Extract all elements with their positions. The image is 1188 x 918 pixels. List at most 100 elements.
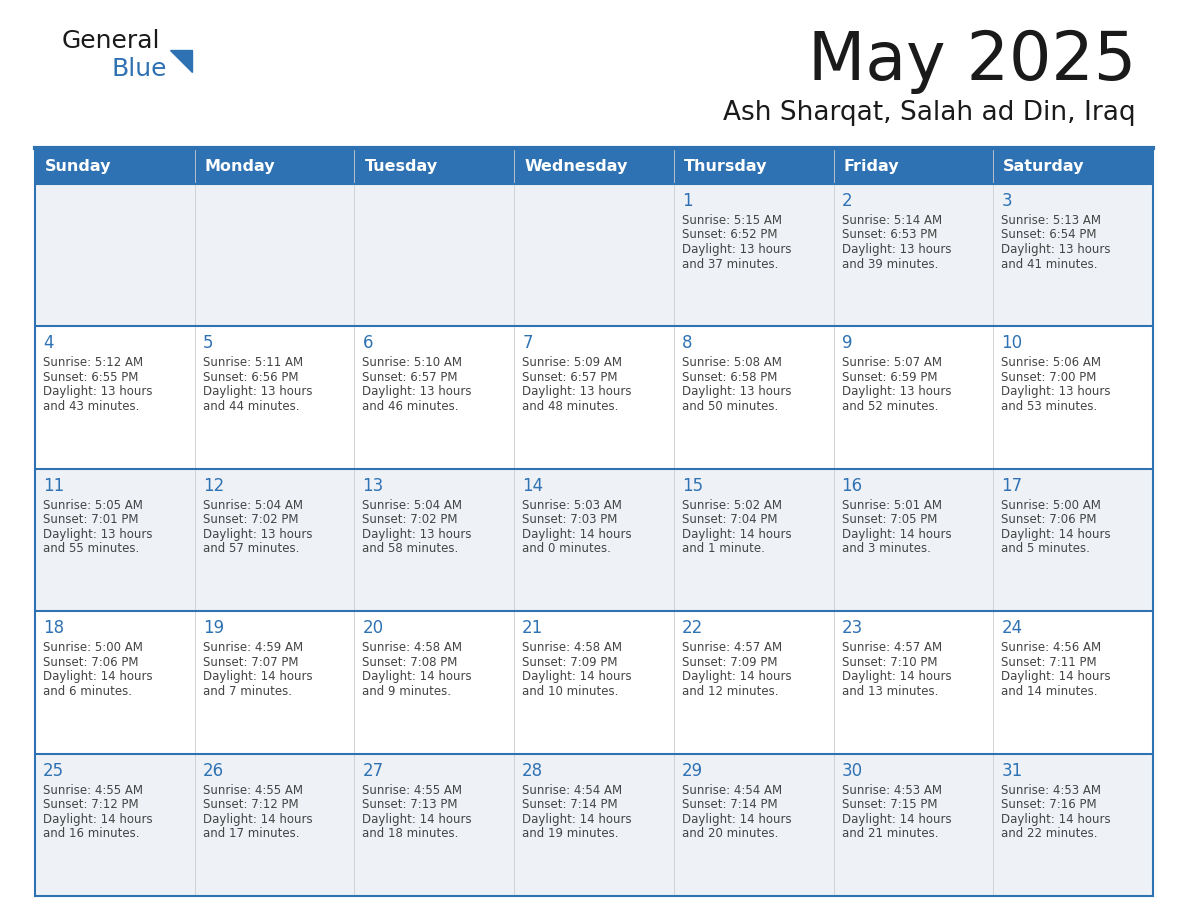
Text: Sunrise: 5:00 AM: Sunrise: 5:00 AM <box>1001 498 1101 512</box>
Bar <box>34 754 1154 896</box>
Text: Sunrise: 4:58 AM: Sunrise: 4:58 AM <box>523 641 623 655</box>
Text: Sunset: 6:53 PM: Sunset: 6:53 PM <box>841 229 937 241</box>
Text: Daylight: 13 hours: Daylight: 13 hours <box>203 528 312 541</box>
Text: Sunrise: 5:13 AM: Sunrise: 5:13 AM <box>1001 214 1101 227</box>
Text: Daylight: 13 hours: Daylight: 13 hours <box>43 528 152 541</box>
Text: General: General <box>62 29 160 53</box>
Bar <box>674 148 834 184</box>
Text: Daylight: 14 hours: Daylight: 14 hours <box>1001 528 1111 541</box>
Text: 9: 9 <box>841 334 852 353</box>
Text: Sunrise: 5:09 AM: Sunrise: 5:09 AM <box>523 356 623 369</box>
Text: Sunrise: 5:05 AM: Sunrise: 5:05 AM <box>43 498 143 512</box>
Text: Sunrise: 4:53 AM: Sunrise: 4:53 AM <box>1001 784 1101 797</box>
Text: Daylight: 13 hours: Daylight: 13 hours <box>841 386 952 398</box>
Text: Monday: Monday <box>204 159 276 174</box>
Text: Sunset: 7:15 PM: Sunset: 7:15 PM <box>841 798 937 812</box>
Bar <box>34 327 1154 469</box>
Text: Sunrise: 5:14 AM: Sunrise: 5:14 AM <box>841 214 942 227</box>
Text: Daylight: 13 hours: Daylight: 13 hours <box>523 386 632 398</box>
Text: Sunset: 7:10 PM: Sunset: 7:10 PM <box>841 655 937 668</box>
Bar <box>34 184 1154 327</box>
Text: 13: 13 <box>362 476 384 495</box>
Text: Daylight: 13 hours: Daylight: 13 hours <box>362 386 472 398</box>
Text: Sunrise: 4:58 AM: Sunrise: 4:58 AM <box>362 641 462 655</box>
Text: Daylight: 14 hours: Daylight: 14 hours <box>841 528 952 541</box>
Text: Sunset: 7:06 PM: Sunset: 7:06 PM <box>43 655 139 668</box>
Text: 18: 18 <box>43 620 64 637</box>
Text: Sunrise: 4:53 AM: Sunrise: 4:53 AM <box>841 784 942 797</box>
Text: Sunset: 7:05 PM: Sunset: 7:05 PM <box>841 513 937 526</box>
Text: Sunrise: 5:03 AM: Sunrise: 5:03 AM <box>523 498 623 512</box>
Text: and 3 minutes.: and 3 minutes. <box>841 543 930 555</box>
Text: 30: 30 <box>841 762 862 779</box>
Bar <box>34 611 1154 754</box>
Text: Sunrise: 5:06 AM: Sunrise: 5:06 AM <box>1001 356 1101 369</box>
Bar <box>354 148 514 184</box>
Text: Thursday: Thursday <box>684 159 767 174</box>
Text: and 53 minutes.: and 53 minutes. <box>1001 400 1098 413</box>
Text: and 17 minutes.: and 17 minutes. <box>203 827 299 840</box>
Text: Daylight: 14 hours: Daylight: 14 hours <box>362 812 472 825</box>
Text: Sunset: 7:06 PM: Sunset: 7:06 PM <box>1001 513 1097 526</box>
Text: and 5 minutes.: and 5 minutes. <box>1001 543 1091 555</box>
Text: Sunset: 6:52 PM: Sunset: 6:52 PM <box>682 229 777 241</box>
Text: Sunrise: 4:55 AM: Sunrise: 4:55 AM <box>362 784 462 797</box>
Text: Sunset: 7:02 PM: Sunset: 7:02 PM <box>362 513 457 526</box>
Text: and 46 minutes.: and 46 minutes. <box>362 400 459 413</box>
Text: 14: 14 <box>523 476 543 495</box>
Text: Sunset: 6:58 PM: Sunset: 6:58 PM <box>682 371 777 384</box>
Text: Daylight: 14 hours: Daylight: 14 hours <box>682 670 791 683</box>
Text: and 21 minutes.: and 21 minutes. <box>841 827 939 840</box>
Text: and 50 minutes.: and 50 minutes. <box>682 400 778 413</box>
Text: and 44 minutes.: and 44 minutes. <box>203 400 299 413</box>
Text: Sunrise: 5:04 AM: Sunrise: 5:04 AM <box>203 498 303 512</box>
Text: Sunset: 7:04 PM: Sunset: 7:04 PM <box>682 513 777 526</box>
Text: and 37 minutes.: and 37 minutes. <box>682 258 778 271</box>
Text: Sunset: 7:12 PM: Sunset: 7:12 PM <box>203 798 298 812</box>
Text: Daylight: 14 hours: Daylight: 14 hours <box>841 670 952 683</box>
Text: Sunset: 7:14 PM: Sunset: 7:14 PM <box>523 798 618 812</box>
Text: Sunrise: 4:55 AM: Sunrise: 4:55 AM <box>43 784 143 797</box>
Text: Sunset: 6:59 PM: Sunset: 6:59 PM <box>841 371 937 384</box>
Text: Sunset: 7:14 PM: Sunset: 7:14 PM <box>682 798 777 812</box>
Text: and 39 minutes.: and 39 minutes. <box>841 258 939 271</box>
Polygon shape <box>170 50 192 72</box>
Text: and 18 minutes.: and 18 minutes. <box>362 827 459 840</box>
Text: 27: 27 <box>362 762 384 779</box>
Text: 12: 12 <box>203 476 225 495</box>
Text: Daylight: 14 hours: Daylight: 14 hours <box>523 528 632 541</box>
Text: Sunset: 7:08 PM: Sunset: 7:08 PM <box>362 655 457 668</box>
Text: 8: 8 <box>682 334 693 353</box>
Text: Daylight: 14 hours: Daylight: 14 hours <box>362 670 472 683</box>
Text: 29: 29 <box>682 762 703 779</box>
Text: and 58 minutes.: and 58 minutes. <box>362 543 459 555</box>
Text: 24: 24 <box>1001 620 1023 637</box>
Text: 5: 5 <box>203 334 213 353</box>
Text: 28: 28 <box>523 762 543 779</box>
Text: Sunrise: 4:54 AM: Sunrise: 4:54 AM <box>682 784 782 797</box>
Text: 31: 31 <box>1001 762 1023 779</box>
Text: Daylight: 14 hours: Daylight: 14 hours <box>682 528 791 541</box>
Text: 7: 7 <box>523 334 532 353</box>
Text: and 16 minutes.: and 16 minutes. <box>43 827 139 840</box>
Text: Sunset: 6:54 PM: Sunset: 6:54 PM <box>1001 229 1097 241</box>
Text: and 20 minutes.: and 20 minutes. <box>682 827 778 840</box>
Text: Sunset: 7:09 PM: Sunset: 7:09 PM <box>523 655 618 668</box>
Text: 6: 6 <box>362 334 373 353</box>
Text: Sunrise: 4:56 AM: Sunrise: 4:56 AM <box>1001 641 1101 655</box>
Text: Sunrise: 4:54 AM: Sunrise: 4:54 AM <box>523 784 623 797</box>
Text: Daylight: 13 hours: Daylight: 13 hours <box>841 243 952 256</box>
Text: Sunset: 7:13 PM: Sunset: 7:13 PM <box>362 798 457 812</box>
Text: 20: 20 <box>362 620 384 637</box>
Text: 1: 1 <box>682 192 693 210</box>
Text: and 13 minutes.: and 13 minutes. <box>841 685 939 698</box>
Text: and 57 minutes.: and 57 minutes. <box>203 543 299 555</box>
Text: Daylight: 13 hours: Daylight: 13 hours <box>682 243 791 256</box>
Text: Sunrise: 5:01 AM: Sunrise: 5:01 AM <box>841 498 942 512</box>
Text: Tuesday: Tuesday <box>365 159 437 174</box>
Text: Daylight: 14 hours: Daylight: 14 hours <box>203 670 312 683</box>
Text: Sunset: 7:03 PM: Sunset: 7:03 PM <box>523 513 618 526</box>
Text: 26: 26 <box>203 762 223 779</box>
Bar <box>34 148 195 184</box>
Bar <box>34 469 1154 611</box>
